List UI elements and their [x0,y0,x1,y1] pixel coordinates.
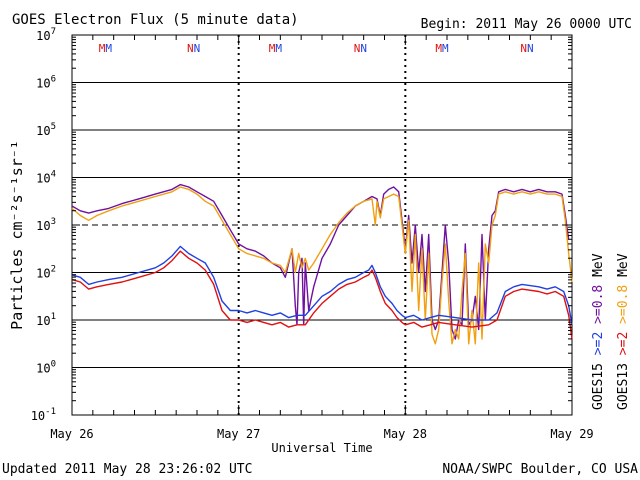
y-tick-label: 104 [36,170,56,186]
legend-entry: MeV [616,253,631,277]
y-tick-label: 10-1 [31,407,56,423]
marker-label: NN [520,42,533,55]
y-tick-exponent: 2 [51,265,56,275]
y-tick-label: 100 [36,360,56,376]
y-tick-exponent: 6 [51,75,56,85]
chart-title: GOES Electron Flux (5 minute data) [12,12,299,28]
y-tick-exponent: 5 [51,122,56,132]
series-line-3 [71,250,573,340]
marker-letter-goes15: M [105,42,112,55]
updated-timestamp: Updated 2011 May 28 23:26:02 UTC [2,462,252,477]
marker-label: NN [187,42,200,55]
legend-goes15: GOES15 >=2 >=0.8 MeV [591,253,606,410]
x-tick-label: May 28 [384,427,427,441]
marker-letter-goes13: N [354,42,361,55]
series-layer [71,183,573,345]
event-markers: MM NN MM NN MM NN [99,42,534,55]
y-axis-label: Particles cm⁻²s⁻¹sr⁻¹ [8,140,26,330]
series-line-1 [71,186,573,345]
legend-entry: >=0.8 [616,277,631,324]
series-line-0 [71,183,570,340]
marker-letter-goes13: M [435,42,442,55]
legend-entry: >=2 [616,324,631,355]
marker-letter-goes15: N [360,42,367,55]
x-axis-label: Universal Time [271,441,372,455]
marker-letter-goes15: M [275,42,282,55]
marker-letter-goes15: M [442,42,449,55]
y-tick-exponent: 4 [51,170,56,180]
marker-letter-goes15: N [194,42,201,55]
marker-label: MM [435,42,449,55]
marker-letter-goes13: N [520,42,527,55]
legend-goes13: GOES13 >=2 >=0.8 MeV [616,253,631,410]
y-tick-label: 101 [36,312,56,328]
begin-time-label: Begin: 2011 May 26 0000 UTC [421,17,632,32]
y-tick-exponent: 7 [51,27,56,37]
y-tick-label: 103 [36,217,56,233]
series-line-2 [71,245,573,325]
legend-satellite-label: GOES15 [591,355,606,410]
marker-letter-goes13: M [99,42,106,55]
credit-label: NOAA/SWPC Boulder, CO USA [442,462,638,477]
legend-entry: >=0.8 [591,277,606,324]
marker-label: MM [99,42,113,55]
x-tick-label: May 29 [550,427,593,441]
legend-entry: MeV [591,253,606,277]
marker-label: NN [354,42,367,55]
marker-letter-goes13: N [187,42,194,55]
x-tick-label: May 27 [217,427,260,441]
y-tick-exponent: 0 [51,360,56,370]
y-tick-label: 107 [36,27,56,43]
y-tick-exponent: 3 [51,217,56,227]
y-tick-label: 105 [36,122,56,138]
marker-label: MM [269,42,283,55]
marker-letter-goes15: N [527,42,534,55]
legend-satellite-label: GOES13 [616,355,631,410]
y-tick-label: 102 [36,265,56,281]
y-tick-exponent: 1 [51,312,56,322]
marker-letter-goes13: M [269,42,276,55]
x-axis: May 26 May 27 May 28 May 29 [50,35,594,441]
x-tick-label: May 26 [50,427,93,441]
y-tick-label: 106 [36,75,56,91]
legend-entry: >=2 [591,324,606,355]
y-tick-exponent: -1 [45,407,56,417]
